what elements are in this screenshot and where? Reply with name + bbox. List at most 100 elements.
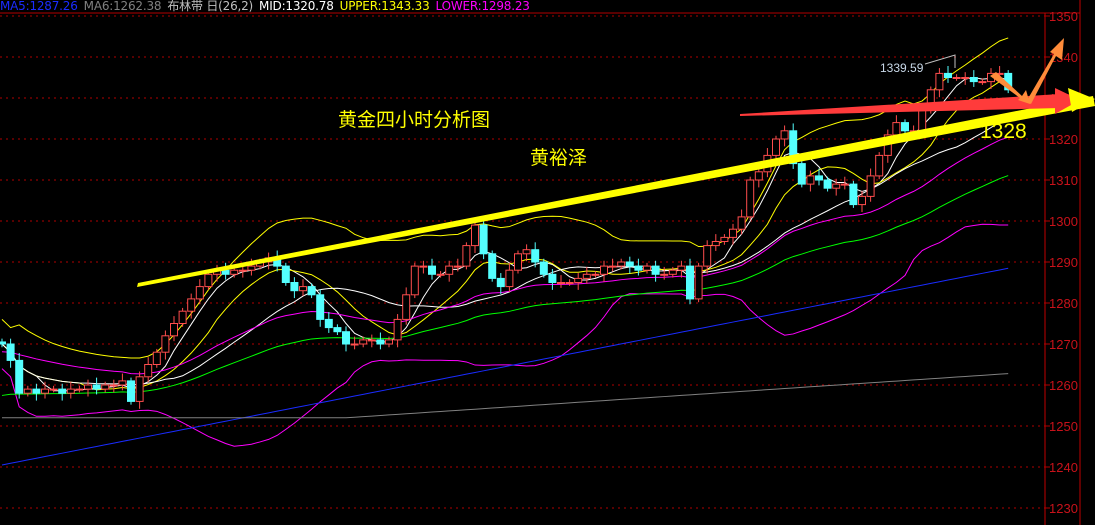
candle-down — [376, 339, 385, 345]
candle-up — [754, 171, 763, 181]
candle-up — [660, 273, 669, 276]
candle-down — [651, 265, 660, 275]
y-tick-label: 1270 — [1049, 337, 1078, 352]
candle-up — [23, 388, 32, 394]
high-price-label: 1339.59 — [880, 61, 924, 75]
candle-up — [101, 384, 110, 390]
candle-up — [152, 351, 161, 366]
ma-short-line — [1, 76, 1009, 392]
y-tick-label: 1240 — [1049, 460, 1078, 475]
candle-down — [6, 343, 15, 361]
candle-down — [342, 331, 350, 345]
candle-down — [944, 72, 952, 79]
candle-down — [789, 130, 798, 165]
candle-up — [238, 269, 247, 272]
candle-up — [178, 310, 187, 325]
candle-up — [144, 364, 153, 378]
y-tick-label: 1250 — [1049, 419, 1078, 434]
candle-down — [92, 384, 101, 390]
author-label: 黄裕泽 — [530, 147, 588, 169]
ma-long-line — [1, 175, 1009, 396]
legend-mid: MID:1320.78 — [259, 0, 334, 13]
candle-down — [634, 265, 643, 271]
candle-up — [471, 224, 479, 247]
boll-upper-line — [1, 37, 1009, 359]
candle-up — [608, 265, 617, 268]
candle-up — [75, 388, 84, 391]
candle-up — [840, 183, 849, 186]
candle-up — [772, 138, 780, 156]
candle-up — [247, 265, 256, 271]
candle-down — [333, 327, 342, 333]
candle-down — [548, 273, 557, 283]
candle-up — [918, 109, 927, 132]
y-tick-label: 1230 — [1049, 501, 1078, 516]
candle-up — [410, 265, 419, 296]
candle-up — [565, 282, 574, 284]
candle-up — [582, 273, 591, 279]
candle-up — [643, 265, 651, 271]
candle-down — [428, 265, 436, 275]
candle-up — [711, 241, 720, 247]
candle-down — [531, 249, 540, 263]
legend-ma6: MA6:1262.38 — [83, 0, 162, 13]
ma-10-line — [1, 79, 1009, 391]
candle-up — [230, 269, 239, 275]
candle-up — [703, 245, 712, 267]
candle-up — [737, 216, 746, 230]
high-marker-line — [924, 54, 956, 68]
candle-down — [15, 359, 24, 394]
target-price-label: 1328 — [980, 120, 1027, 143]
candle-up — [522, 249, 531, 255]
candle-down — [32, 388, 41, 394]
y-tick-label: 1260 — [1049, 378, 1078, 393]
candle-up — [135, 376, 144, 402]
candle-down — [686, 265, 694, 300]
candle-up — [462, 245, 471, 267]
candle-up — [780, 130, 789, 140]
candle-up — [668, 269, 677, 275]
legend-lower: LOWER:1298.23 — [435, 0, 530, 13]
y-tick-label: 1300 — [1049, 214, 1078, 229]
boll-lower-line — [1, 223, 1009, 447]
candle-up — [557, 282, 565, 284]
indicator-legend: MA5:1287.26 MA6:1262.38 布林带 日(26,2) MID:132… — [0, 0, 536, 14]
candle-up — [505, 269, 514, 288]
candle-up — [746, 179, 755, 218]
candle-down — [307, 286, 316, 296]
candle-up — [118, 380, 127, 386]
legend-ma5: MA5:1287.26 — [0, 0, 78, 13]
candle-down — [58, 388, 67, 394]
candle-up — [359, 339, 368, 345]
candle-up — [935, 72, 944, 91]
candle-down — [479, 224, 488, 255]
candle-up — [892, 122, 901, 136]
trend-line-yellow — [137, 96, 1095, 287]
chart-title: 黄金四小时分析图 — [338, 109, 491, 131]
candle-up — [41, 388, 49, 394]
candle-up — [574, 277, 583, 283]
candle-down — [539, 261, 548, 275]
candle-down — [0, 341, 6, 345]
candle-up — [187, 298, 196, 312]
candle-up — [617, 261, 626, 267]
legend-upper: UPPER:1343.33 — [339, 0, 430, 13]
candle-up — [299, 286, 307, 292]
candle-up — [729, 228, 737, 238]
candle-down — [901, 122, 909, 132]
y-tick-label: 1290 — [1049, 255, 1078, 270]
candle-up — [600, 265, 608, 275]
candle-down — [324, 318, 333, 329]
boll-mid-line — [1, 116, 1009, 386]
candle-up — [161, 335, 170, 353]
y-tick-label: 1280 — [1049, 296, 1078, 311]
candle-down — [281, 265, 290, 284]
candle-up — [84, 384, 92, 390]
candle-down — [625, 261, 634, 267]
candle-up — [49, 388, 58, 391]
candle-up — [109, 384, 118, 387]
candle-up — [832, 183, 841, 189]
candle-up — [591, 273, 600, 276]
candle-up — [866, 175, 875, 197]
